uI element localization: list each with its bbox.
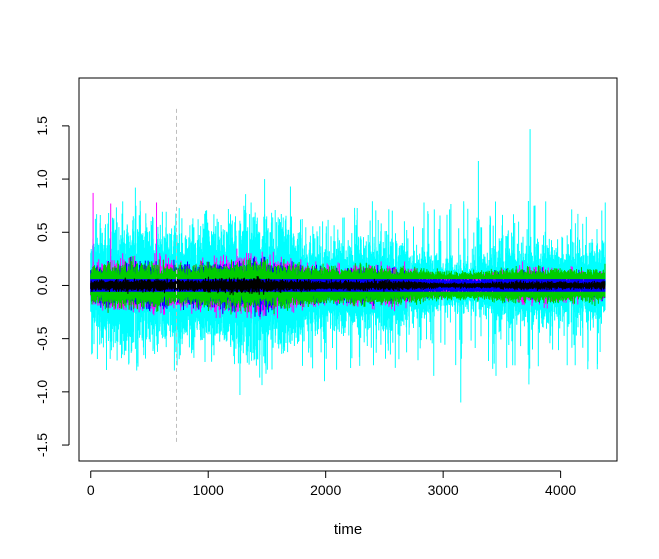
series-5 xyxy=(90,276,606,296)
series-4 xyxy=(90,256,606,315)
x-tick-label: 1000 xyxy=(193,482,224,498)
x-axis: 0 1000 2000 3000 4000 xyxy=(87,470,576,498)
y-tick-label: 1.0 xyxy=(34,169,50,189)
series-4-trace xyxy=(90,256,606,315)
series-5-trace xyxy=(90,276,606,296)
y-tick-label: -1.5 xyxy=(34,433,50,457)
x-tick-label: 0 xyxy=(87,482,95,498)
y-tick-label: -0.5 xyxy=(34,326,50,350)
plot-frame xyxy=(78,77,618,462)
x-axis-title: time xyxy=(334,521,362,538)
x-tick-label: 2000 xyxy=(310,482,341,498)
y-axis: -1.5 -1.0 -0.5 0.0 0.5 1.0 1.5 xyxy=(34,116,70,457)
x-tick-label: 3000 xyxy=(428,482,459,498)
y-tick-label: 0.5 xyxy=(34,222,50,242)
x-tick-label: 4000 xyxy=(545,482,576,498)
series-layer xyxy=(90,129,606,403)
y-tick-label: 0.0 xyxy=(34,276,50,296)
y-tick-label: 1.5 xyxy=(34,116,50,136)
y-tick-label: -1.0 xyxy=(34,380,50,404)
